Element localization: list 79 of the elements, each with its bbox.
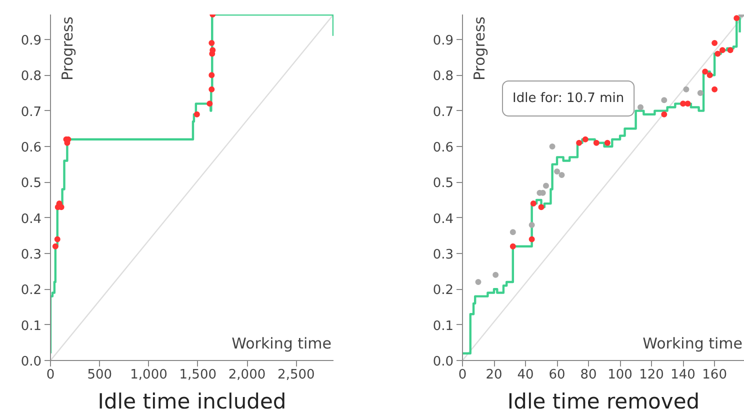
x-tick-label: 60 [548,368,566,382]
point [538,204,544,210]
point [727,47,734,54]
point [558,172,565,178]
point [712,40,718,46]
y-tick-label: 0.1 [20,318,42,334]
point [54,236,60,242]
point [576,140,582,146]
y-tick-label: 0.2 [20,283,42,298]
point [714,50,721,57]
point [684,100,691,107]
point [706,72,713,78]
annotation: Idle for: 10.7 min [512,91,624,106]
x-tick-label: 1,500 [179,368,217,382]
x-tick-label: 20 [486,368,502,382]
y-tick-label: 0.9 [432,33,454,48]
x-tick-label: 40 [517,368,534,382]
point [604,140,610,146]
y-tick-label: 0.5 [20,176,42,192]
y-tick-label: 0.2 [432,283,454,298]
x-axis-title: Working time [642,334,743,352]
x-axis-title: Working time [232,334,332,352]
x-tick-label: 100 [608,368,632,382]
x-tick-label: 500 [87,368,112,382]
y-tick-label: 0.8 [20,69,42,84]
point [593,140,600,146]
y-tick-label: 0.9 [20,33,42,48]
y-tick-label: 0.0 [20,354,42,370]
x-tick-label: 2,000 [228,368,266,382]
y-tick-label: 0.3 [20,247,42,262]
point [530,200,536,207]
point [510,243,516,250]
point [208,86,215,92]
y-tick-label: 0.3 [432,247,454,262]
point [712,86,718,92]
point [697,90,704,96]
point [492,272,499,278]
x-tick-label: 160 [702,368,727,382]
point [510,229,516,236]
point [661,97,668,104]
point [719,47,726,54]
point [475,279,482,286]
x-tick-label: 120 [639,368,664,382]
y-tick-label: 0.4 [20,212,42,227]
point [52,243,58,250]
point [734,15,740,22]
y-tick-label: 0.5 [432,176,454,192]
text: Idle time removed [507,390,700,414]
y-axis-title: Progress [58,16,76,81]
point [528,236,535,242]
x-tick-label: 0 [458,368,467,382]
point [554,168,560,174]
point [542,182,549,189]
point [208,40,215,46]
point [683,86,690,92]
x-tick-label: 0 [46,368,55,382]
x-tick-label: 1,000 [130,368,168,382]
point [528,222,535,228]
x-tick-label: 140 [670,368,696,382]
point [549,143,556,150]
text: Idle time included [98,390,286,414]
point [638,104,644,110]
point [582,136,588,142]
x-tick-label: 80 [580,368,597,382]
y-tick-label: 0.7 [432,104,454,120]
y-tick-label: 0.7 [20,104,42,120]
y-tick-label: 0.6 [20,140,42,156]
y-tick-label: 0.1 [432,318,454,334]
point [208,72,215,78]
point [206,100,213,107]
point [194,111,200,118]
x-tick-label: 2,500 [278,368,315,382]
point [702,68,708,75]
point [661,111,668,118]
y-tick-label: 0.0 [432,354,454,370]
y-axis-title: Progress [470,16,488,81]
y-tick-label: 0.6 [432,140,454,156]
y-tick-label: 0.4 [432,212,454,227]
y-tick-label: 0.8 [432,69,454,84]
